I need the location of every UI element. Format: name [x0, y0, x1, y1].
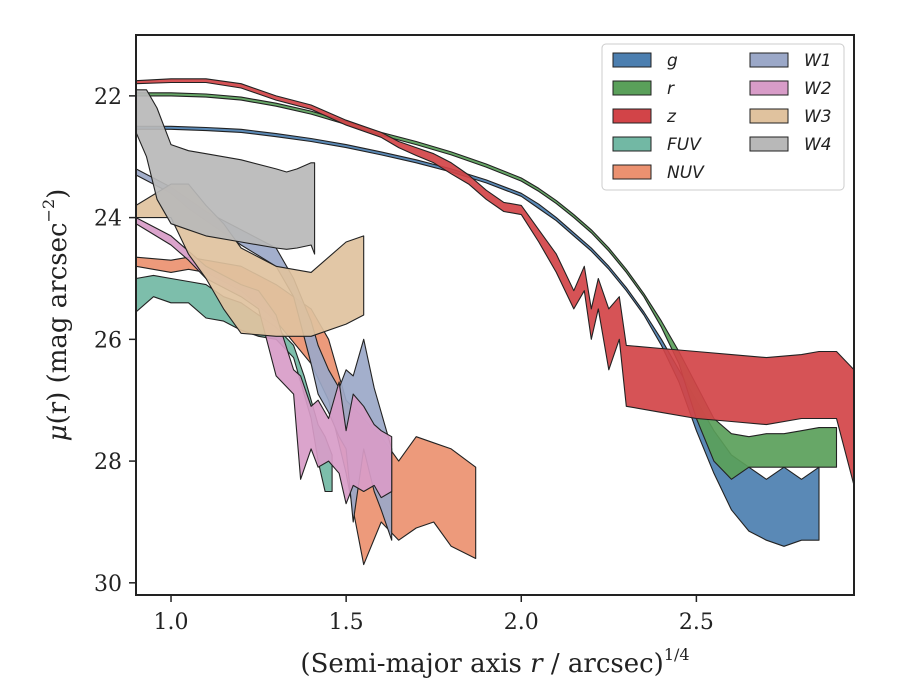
- series-band-r: [136, 92, 838, 480]
- legend-swatch-g: [612, 52, 652, 68]
- legend: grz FUV NUV W1 W2 W3 W4: [601, 43, 845, 191]
- x-tick-label: 2.0: [504, 610, 539, 635]
- legend-swatch-nuv: [612, 164, 652, 180]
- y-tick-label: 22: [94, 85, 122, 110]
- legend-swatch-w1: [749, 52, 789, 68]
- series-layer: [136, 78, 854, 566]
- plot-frame: [135, 34, 855, 596]
- ticks-layer: 1.0 1.5 2.0 2.5 22 24 26 28 30: [94, 85, 714, 635]
- legend-label-z: z: [666, 107, 677, 127]
- legend-label-g: g: [667, 51, 678, 71]
- series-band-z: [136, 78, 854, 486]
- y-tick-label: 30: [94, 572, 122, 597]
- legend-label-r: r: [667, 79, 675, 99]
- y-tick-label: 24: [94, 207, 122, 232]
- series-band-w4: [136, 89, 316, 255]
- legend-swatch-w4: [749, 136, 789, 152]
- series-band-g: [136, 125, 820, 547]
- y-tick-label: 26: [94, 328, 122, 353]
- legend-swatch-w3: [749, 108, 789, 124]
- legend-label-w3: W3: [804, 107, 832, 127]
- legend-swatch-w2: [749, 80, 789, 96]
- legend-label-w2: W2: [804, 79, 832, 99]
- y-tick-label: 28: [94, 450, 122, 475]
- legend-label-w1: W1: [804, 51, 832, 71]
- y-axis-label: μ(r) (mag arcsec−2): [39, 189, 73, 442]
- x-tick-label: 2.5: [679, 610, 714, 635]
- x-axis-label: (Semi-major axis r / arcsec)1/4: [300, 645, 689, 679]
- legend-swatch-r: [612, 80, 652, 96]
- legend-label-fuv: FUV: [667, 135, 702, 155]
- legend-label-w4: W4: [804, 135, 832, 155]
- x-tick-label: 1.5: [329, 610, 364, 635]
- legend-swatch-fuv: [612, 136, 652, 152]
- legend-swatch-z: [612, 108, 652, 124]
- legend-label-nuv: NUV: [667, 163, 705, 183]
- x-tick-label: 1.0: [154, 610, 189, 635]
